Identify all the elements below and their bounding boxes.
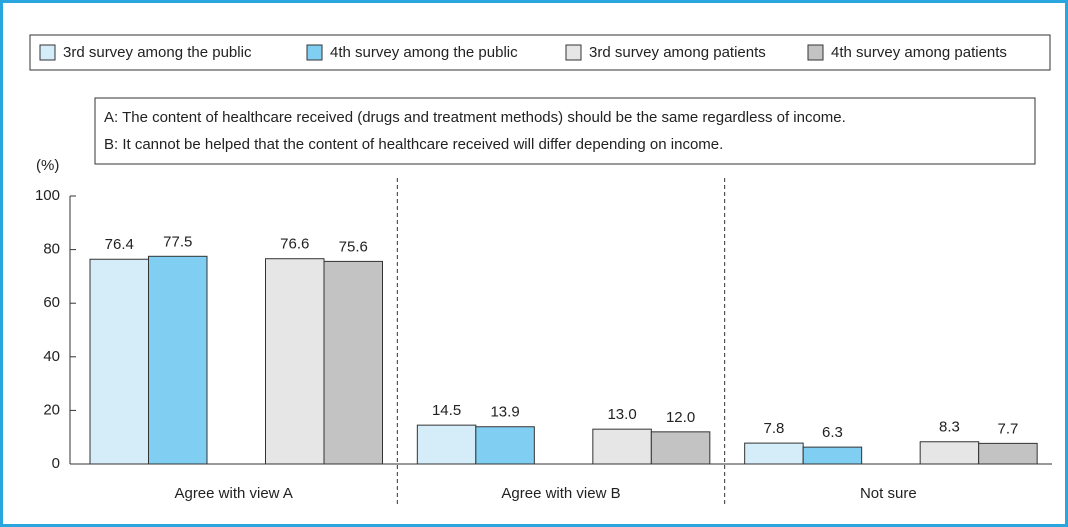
x-tick-label: Not sure (860, 485, 917, 502)
bar (978, 442, 1038, 465)
y-tick-label: 0 (52, 455, 60, 472)
legend-label: 4th survey among the public (330, 44, 518, 61)
bar (323, 260, 383, 465)
value-label: 75.6 (339, 238, 368, 255)
y-tick-label: 60 (43, 294, 60, 311)
annotation-box (94, 97, 1036, 165)
legend-label: 3rd survey among patients (589, 44, 766, 61)
y-axis-label: (%) (36, 157, 59, 174)
y-tick-label: 20 (43, 401, 60, 418)
bar (416, 424, 477, 465)
value-label: 7.7 (997, 420, 1018, 437)
bar (592, 428, 652, 465)
bar (919, 441, 980, 465)
value-label: 12.0 (666, 409, 695, 426)
x-tick-label: Agree with view A (174, 485, 292, 502)
value-label: 77.5 (163, 233, 192, 250)
legend-swatch (565, 44, 582, 61)
legend-label: 3rd survey among the public (63, 44, 252, 61)
annotation: A: The content of healthcare received (d… (104, 109, 846, 126)
annotation: B: It cannot be helped that the content … (104, 136, 723, 153)
y-tick-label: 40 (43, 348, 60, 365)
bar (89, 258, 149, 465)
bar (475, 426, 535, 465)
y-tick-label: 80 (43, 241, 60, 258)
legend-label: 4th survey among patients (831, 44, 1007, 61)
legend-swatch (306, 44, 323, 61)
legend-swatch (39, 44, 56, 61)
value-label: 8.3 (939, 419, 960, 436)
bar (265, 258, 325, 465)
bar (148, 255, 208, 465)
bar (650, 431, 711, 465)
value-label: 13.0 (607, 406, 636, 423)
bar (802, 446, 863, 465)
legend-swatch (807, 44, 824, 61)
bar (744, 442, 804, 465)
value-label: 76.4 (105, 236, 134, 253)
value-label: 76.6 (280, 236, 309, 253)
value-label: 13.9 (490, 404, 519, 421)
value-label: 7.8 (763, 420, 784, 437)
value-label: 14.5 (432, 402, 461, 419)
y-tick-label: 100 (35, 187, 60, 204)
value-label: 6.3 (822, 424, 843, 441)
x-tick-label: Agree with view B (501, 485, 620, 502)
legend-box (29, 34, 1051, 71)
